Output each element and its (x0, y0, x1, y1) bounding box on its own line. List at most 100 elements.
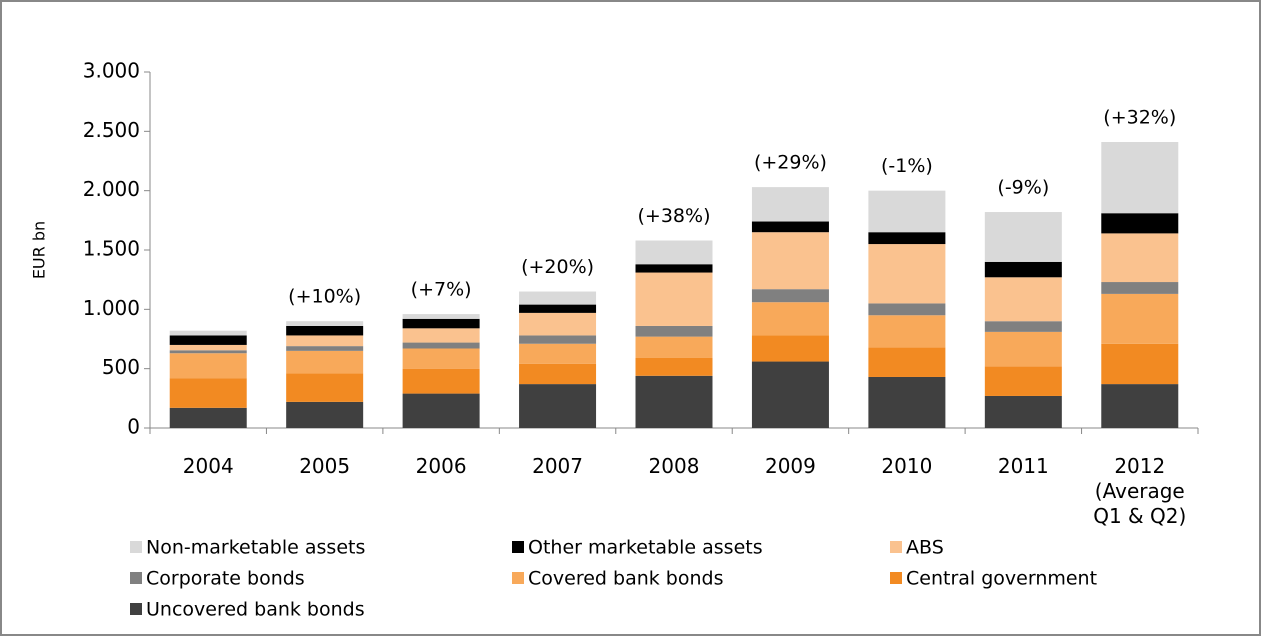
bar-segment (751, 302, 829, 336)
bar-segment (1101, 293, 1179, 344)
bar-segment (169, 344, 247, 351)
x-tick-label: 2007 (532, 454, 583, 478)
bar-segment (402, 368, 480, 394)
legend-label: Non-marketable assets (146, 537, 365, 559)
bar-segment (635, 240, 713, 265)
y-axis-label: EUR bn (30, 221, 49, 279)
bar-segment (286, 350, 364, 374)
legend-swatch (512, 541, 524, 553)
y-tick-label: 3.000 (83, 59, 140, 83)
bar-segment (1101, 142, 1179, 214)
bar-segment (635, 357, 713, 376)
y-tick-label: 2.000 (83, 177, 140, 201)
bar-segment (984, 395, 1062, 428)
growth-annotation: (+20%) (521, 256, 594, 278)
x-tick-label: 2005 (299, 454, 351, 478)
legend-label: Central government (906, 568, 1097, 590)
x-tick-label: 2011 (997, 454, 1049, 478)
growth-annotation: (+7%) (411, 279, 472, 301)
bar-segment (751, 289, 829, 303)
legend-swatch (130, 541, 142, 553)
bar-segment (1101, 233, 1179, 283)
bar-segment (984, 277, 1062, 322)
legend-label: Corporate bonds (146, 568, 305, 590)
bar-segment (402, 328, 480, 343)
y-tick-label: 2.500 (83, 118, 140, 142)
bar-segment (984, 212, 1062, 262)
growth-annotation: (-9%) (997, 177, 1049, 199)
bar-segment (984, 331, 1062, 367)
legend-swatch (130, 603, 142, 615)
legend-swatch (512, 572, 524, 584)
y-tick-label: 0 (127, 415, 140, 439)
bar-segment (635, 375, 713, 428)
bar-segment (984, 321, 1062, 332)
growth-annotation: (-1%) (881, 155, 933, 177)
bar-segment (169, 350, 247, 354)
bar-segment (519, 335, 597, 344)
bar-segment (402, 318, 480, 329)
bar-segment (519, 304, 597, 313)
bar-segment (868, 315, 946, 348)
bar-segment (751, 335, 829, 362)
growth-annotation: (+32%) (1103, 107, 1176, 129)
legend-swatch (890, 541, 902, 553)
bar-segment (402, 342, 480, 349)
bar-segment (286, 346, 364, 351)
x-tick-label: 2004 (182, 454, 234, 478)
x-tick-label: 2009 (764, 454, 816, 478)
bar-segment (635, 264, 713, 273)
bar-segment (402, 348, 480, 369)
bar-segment (519, 363, 597, 385)
bar-segment (868, 190, 946, 233)
bar-segment (635, 325, 713, 337)
bar-segment (635, 336, 713, 358)
bar-segment (286, 321, 364, 326)
y-tick-label: 1.500 (83, 237, 140, 261)
growth-annotation: (+38%) (638, 205, 711, 227)
bar-segment (286, 335, 364, 347)
legend-swatch (130, 572, 142, 584)
legend-swatch (890, 572, 902, 584)
y-tick-label: 500 (102, 355, 140, 379)
legend-label: Covered bank bonds (528, 568, 723, 590)
bar-segment (751, 361, 829, 428)
bar-segment (868, 244, 946, 304)
bar-segment (1101, 282, 1179, 294)
bar-segment (751, 232, 829, 290)
bar-segment (868, 232, 946, 245)
legend-label: Other marketable assets (528, 537, 763, 559)
legend-label: Uncovered bank bonds (146, 599, 365, 621)
bar-segment (751, 187, 829, 222)
x-tick-label: 2008 (648, 454, 700, 478)
bar-segment (868, 303, 946, 316)
bar-segment (1101, 343, 1179, 385)
bar-segment (519, 384, 597, 428)
bar-segment (402, 314, 480, 319)
bar-segment (519, 291, 597, 305)
legend-label: ABS (906, 537, 944, 559)
bar-segment (169, 330, 247, 336)
bar-segment (169, 353, 247, 379)
bar-segment (169, 378, 247, 408)
bar-segment (868, 347, 946, 377)
bar-segment (519, 312, 597, 336)
bar-segment (286, 401, 364, 428)
bar-segment (286, 325, 364, 336)
bar-segment (519, 343, 597, 364)
bar-segment (751, 221, 829, 233)
x-tick-label: 2010 (881, 454, 933, 478)
bar-segment (402, 393, 480, 428)
bar-segment (868, 376, 946, 428)
bar-segment (984, 366, 1062, 396)
bar-segment (169, 335, 247, 345)
x-tick-label: 2006 (415, 454, 467, 478)
bar-segment (1101, 384, 1179, 428)
bar-segment (286, 373, 364, 402)
bar-segment (635, 272, 713, 326)
growth-annotation: (+10%) (288, 286, 361, 308)
x-tick-label: 2012 (Average Q1 & Q2) (1093, 454, 1187, 528)
